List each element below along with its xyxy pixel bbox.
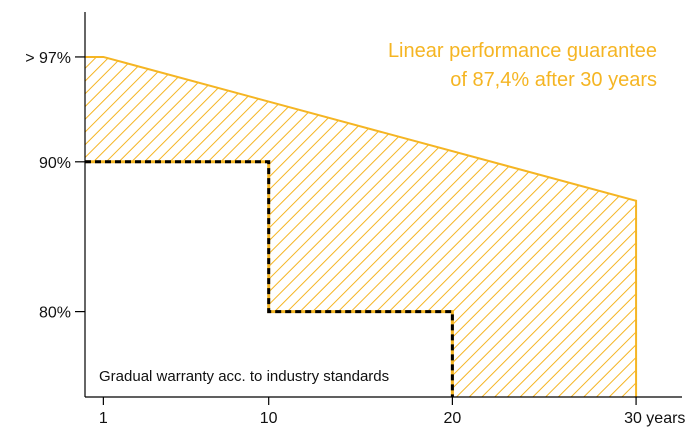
y-tick-label: 80% bbox=[39, 305, 71, 322]
linear-annotation-line2: of 87,4% after 30 years bbox=[450, 69, 657, 91]
gradual-warranty-line bbox=[85, 160, 454, 397]
y-tick-label: 90% bbox=[39, 155, 71, 172]
linear-guarantee-line bbox=[85, 55, 638, 397]
gradual-annotation: Gradual warranty acc. to industry standa… bbox=[99, 368, 389, 385]
y-tick-label: > 97% bbox=[25, 50, 71, 67]
guarantee-area bbox=[85, 56, 637, 397]
x-tick-label: 20 bbox=[443, 410, 461, 427]
axis-layer bbox=[84, 12, 682, 398]
area-layer bbox=[85, 55, 638, 397]
x-tick-label: 1 bbox=[99, 410, 108, 427]
linear-annotation-line1: Linear performance guarantee bbox=[388, 40, 657, 62]
tick-layer: > 97% 90% 80% 1 10 20 30 years bbox=[25, 50, 685, 427]
x-tick-label: 30 years bbox=[624, 410, 685, 427]
x-tick-label: 10 bbox=[260, 410, 278, 427]
